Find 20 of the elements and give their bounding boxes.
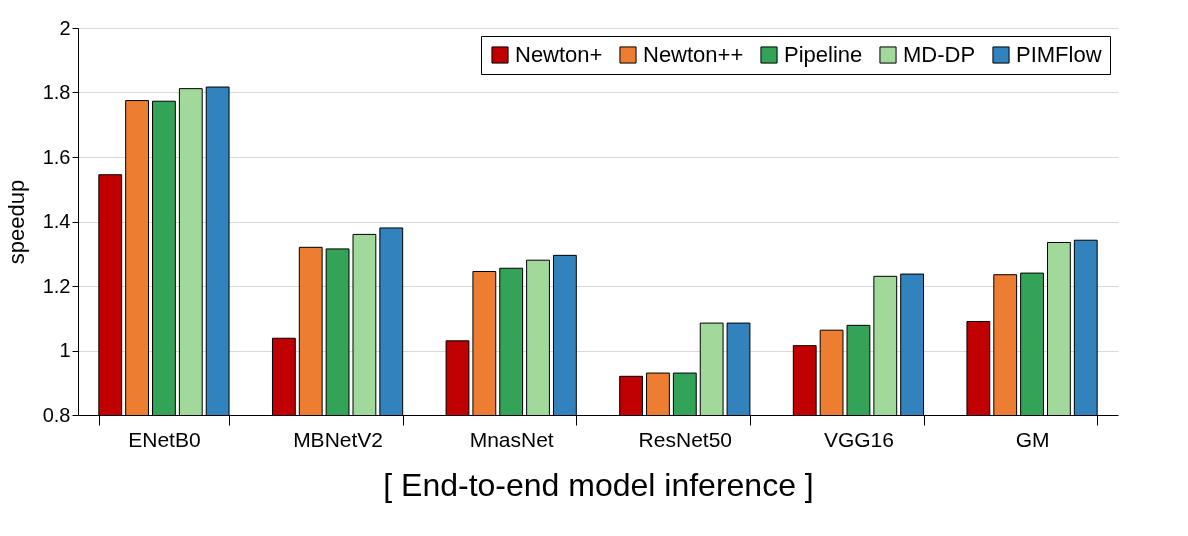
legend-label: Newton++ xyxy=(643,42,744,67)
y-axis-title: speedup xyxy=(3,179,29,265)
legend-label: PIMFlow xyxy=(1016,42,1102,67)
x-tick-label: GM xyxy=(1015,427,1050,451)
y-tick-label: 1.2 xyxy=(42,274,71,297)
legend-label: Pipeline xyxy=(784,42,863,67)
x-tick-label: MBNetV2 xyxy=(293,427,383,451)
x-tick-label: VGG16 xyxy=(823,427,894,451)
x-tick-label: ResNet50 xyxy=(638,427,733,451)
y-tick-label: 1.4 xyxy=(42,210,71,232)
y-tick-label: 0.8 xyxy=(42,403,71,426)
y-tick-label: 1 xyxy=(59,339,71,361)
y-tick-label: 1.6 xyxy=(42,145,71,168)
x-axis-title: [ End-to-end model inference ] xyxy=(383,466,814,503)
x-tick-label: MnasNet xyxy=(469,427,554,451)
x-tick-label: ENetB0 xyxy=(128,427,201,451)
legend-label: Newton+ xyxy=(515,42,603,67)
y-tick-label: 2 xyxy=(59,16,71,39)
y-tick-label: 1.8 xyxy=(42,81,71,103)
legend-label: MD-DP xyxy=(903,42,976,67)
